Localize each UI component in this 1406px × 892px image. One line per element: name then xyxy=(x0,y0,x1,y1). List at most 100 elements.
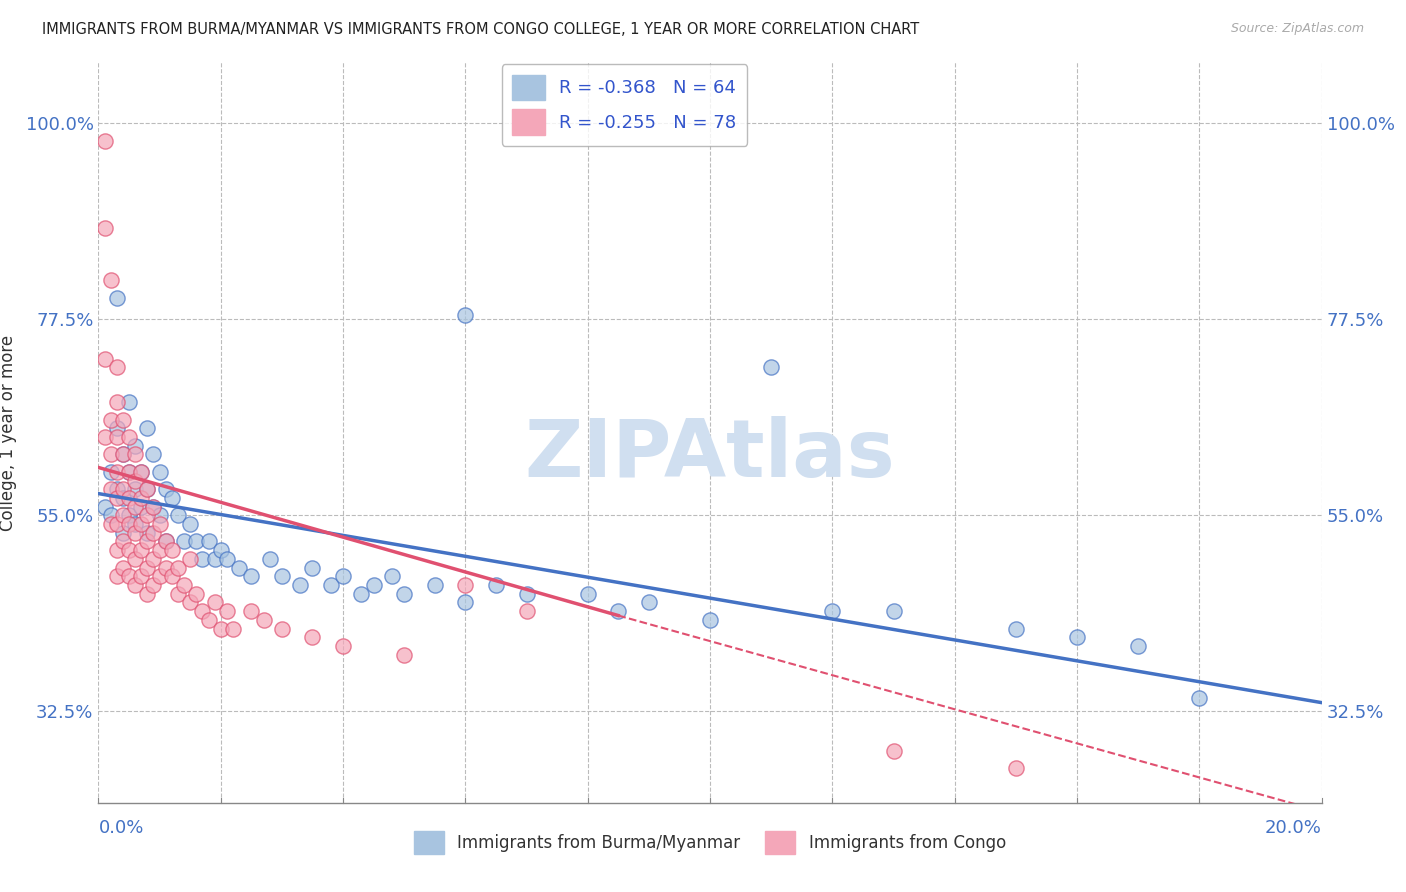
Point xyxy=(1004,761,1026,775)
Point xyxy=(129,517,152,532)
Point xyxy=(215,552,238,566)
Point xyxy=(392,587,416,601)
Point xyxy=(93,500,115,514)
Point xyxy=(105,360,128,375)
Point xyxy=(136,421,159,435)
Point xyxy=(136,482,159,496)
Point xyxy=(129,500,152,514)
Point xyxy=(883,743,905,757)
Point xyxy=(118,430,141,444)
Point xyxy=(136,482,159,496)
Point xyxy=(100,273,122,287)
Point xyxy=(197,613,219,627)
Point xyxy=(332,569,354,583)
Point xyxy=(142,525,165,540)
Point xyxy=(240,569,263,583)
Point xyxy=(129,491,152,505)
Text: 0.0%: 0.0% xyxy=(98,819,143,838)
Point xyxy=(105,421,128,435)
Point xyxy=(142,500,165,514)
Point xyxy=(454,595,477,609)
Point xyxy=(516,604,538,618)
Point xyxy=(111,534,134,549)
Point xyxy=(129,569,152,583)
Point xyxy=(155,560,177,574)
Point xyxy=(204,552,226,566)
Point xyxy=(222,622,245,636)
Point xyxy=(111,560,134,574)
Point xyxy=(173,578,195,592)
Point xyxy=(118,395,141,409)
Point xyxy=(637,595,661,609)
Point xyxy=(93,134,115,148)
Point xyxy=(423,578,446,592)
Point xyxy=(179,552,201,566)
Point xyxy=(485,578,508,592)
Point xyxy=(136,525,159,540)
Text: 20.0%: 20.0% xyxy=(1265,819,1322,838)
Point xyxy=(160,569,183,583)
Point xyxy=(179,517,201,532)
Point xyxy=(129,465,152,479)
Point xyxy=(191,604,214,618)
Point xyxy=(259,552,281,566)
Point xyxy=(319,578,342,592)
Point xyxy=(111,525,134,540)
Point xyxy=(1128,639,1150,653)
Text: Source: ZipAtlas.com: Source: ZipAtlas.com xyxy=(1230,22,1364,36)
Point xyxy=(191,552,214,566)
Point xyxy=(111,508,134,523)
Point xyxy=(883,604,905,618)
Point xyxy=(149,517,172,532)
Point xyxy=(100,508,122,523)
Point xyxy=(111,447,134,461)
Point xyxy=(392,648,416,662)
Point xyxy=(118,543,141,558)
Point xyxy=(111,447,134,461)
Point xyxy=(197,534,219,549)
Point xyxy=(179,595,201,609)
Point xyxy=(363,578,385,592)
Point xyxy=(1004,622,1026,636)
Point xyxy=(118,569,141,583)
Point xyxy=(186,534,208,549)
Point xyxy=(124,525,146,540)
Point xyxy=(149,569,172,583)
Point xyxy=(516,587,538,601)
Point xyxy=(160,543,183,558)
Point xyxy=(454,578,477,592)
Point xyxy=(270,622,292,636)
Point xyxy=(209,622,232,636)
Point xyxy=(252,613,274,627)
Point xyxy=(155,534,177,549)
Point xyxy=(105,482,128,496)
Point xyxy=(124,552,146,566)
Point xyxy=(129,543,152,558)
Point xyxy=(124,578,146,592)
Point xyxy=(93,221,115,235)
Point xyxy=(607,604,630,618)
Point xyxy=(105,465,128,479)
Point xyxy=(105,569,128,583)
Point xyxy=(1188,691,1211,706)
Point xyxy=(699,613,721,627)
Point xyxy=(124,482,146,496)
Point xyxy=(100,447,122,461)
Point xyxy=(105,291,128,305)
Point xyxy=(118,508,141,523)
Point xyxy=(105,543,128,558)
Point xyxy=(350,587,373,601)
Point xyxy=(155,482,177,496)
Point xyxy=(136,534,159,549)
Point xyxy=(160,491,183,505)
Point xyxy=(124,447,146,461)
Point xyxy=(167,560,190,574)
Point xyxy=(124,474,146,488)
Point xyxy=(105,491,128,505)
Point xyxy=(100,482,122,496)
Point xyxy=(204,595,226,609)
Point xyxy=(186,587,208,601)
Point xyxy=(111,482,134,496)
Point xyxy=(105,430,128,444)
Point xyxy=(301,560,323,574)
